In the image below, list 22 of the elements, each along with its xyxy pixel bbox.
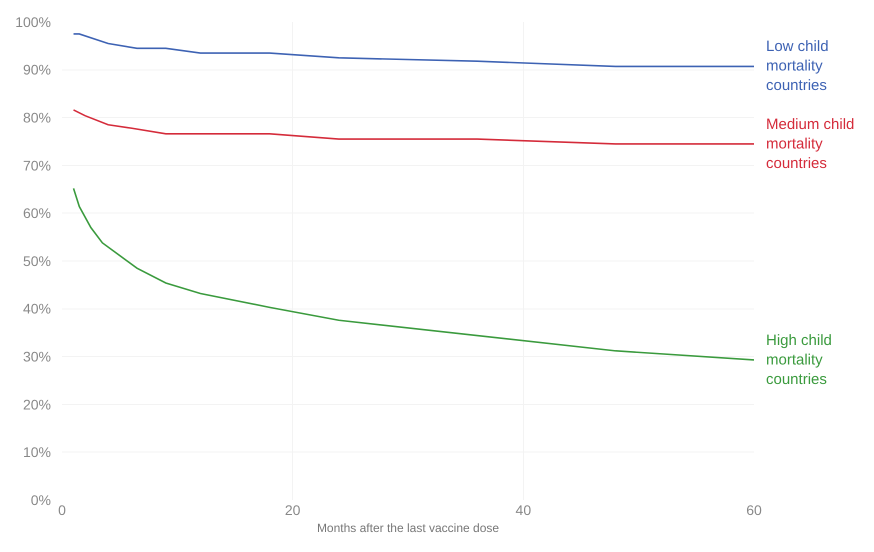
y-tick-label: 10% (22, 444, 51, 460)
y-tick-label: 80% (22, 110, 51, 126)
y-tick-label: 70% (22, 157, 51, 174)
series-label: Low child mortality countries (766, 38, 829, 94)
x-axis-title: Months after the last vaccine dose (316, 520, 500, 535)
y-tick-label: 30% (22, 348, 51, 364)
y-tick-label: 40% (22, 300, 51, 317)
y-tick-label: 90% (22, 62, 51, 78)
line-series (72, 109, 754, 145)
y-tick-label: 100% (15, 14, 51, 30)
series-label: High child mortality countries (766, 332, 832, 388)
y-tick-label: 0% (30, 492, 51, 508)
y-tick-label: 50% (22, 252, 51, 269)
x-tick-label: 40 (516, 502, 532, 518)
y-tick-label: 60% (22, 205, 51, 222)
series-label: Medium child mortality countries (766, 116, 854, 172)
x-tick-label: 60 (746, 502, 762, 518)
x-tick-label: 20 (284, 502, 301, 518)
line-series (72, 33, 754, 68)
x-tick-label: 0 (58, 502, 66, 518)
line-series (72, 188, 754, 361)
y-tick-label: 20% (22, 396, 51, 412)
